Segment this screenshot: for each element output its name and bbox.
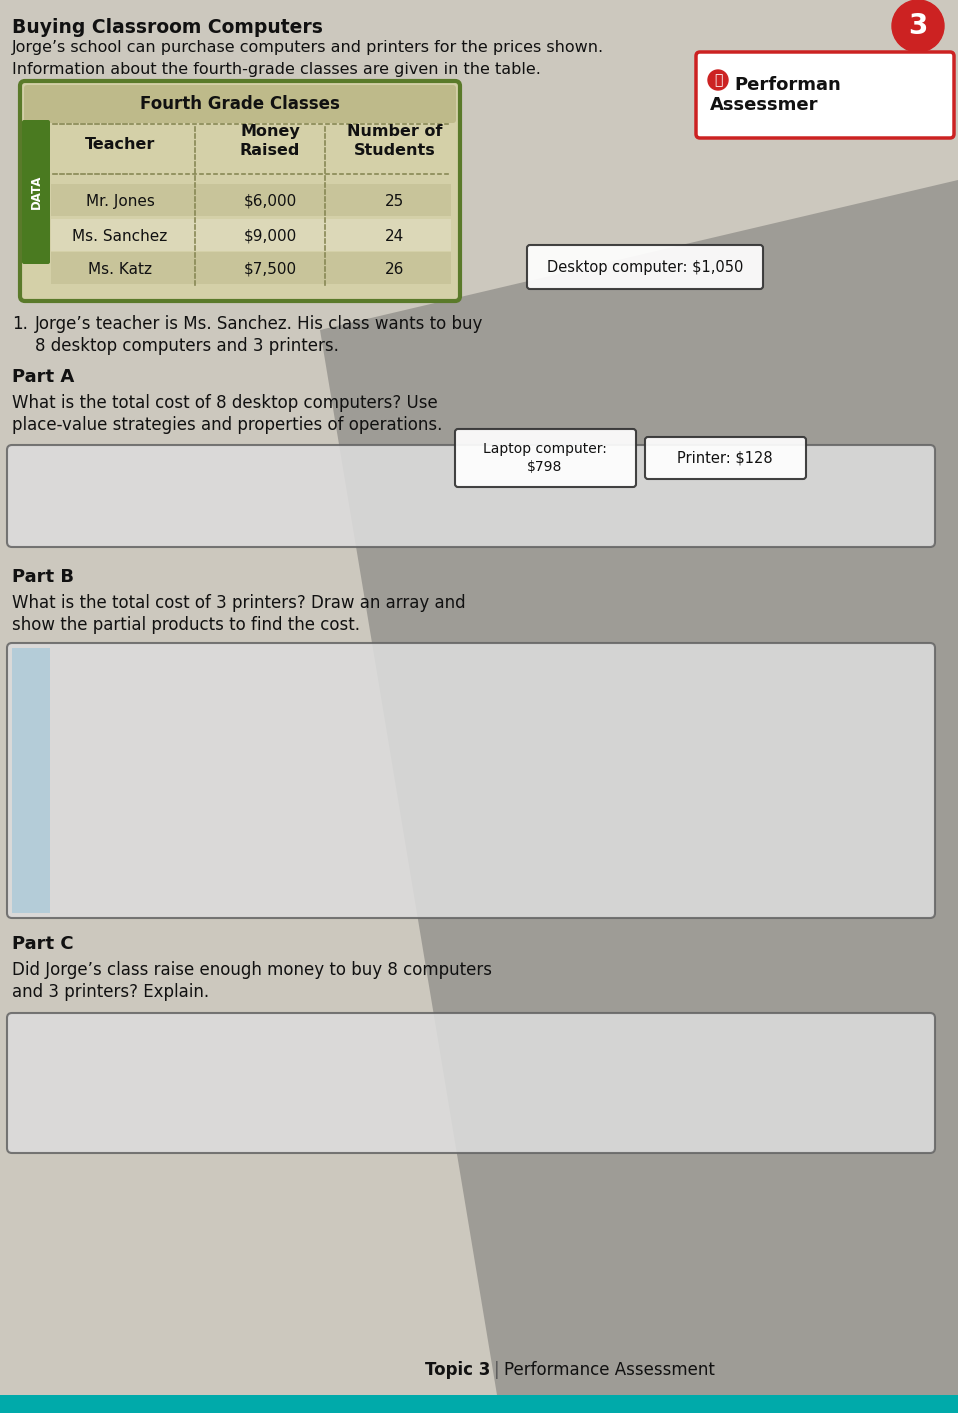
Text: 24: 24 [385,229,404,243]
FancyBboxPatch shape [645,437,806,479]
FancyBboxPatch shape [7,1013,935,1153]
Text: DATA: DATA [30,175,42,209]
Text: Performan: Performan [734,76,841,95]
Text: Part B: Part B [12,568,74,586]
Text: Mr. Jones: Mr. Jones [85,194,154,209]
Text: $6,000: $6,000 [243,194,297,209]
FancyBboxPatch shape [527,244,763,290]
Text: |: | [494,1361,500,1379]
FancyBboxPatch shape [24,85,456,123]
FancyBboxPatch shape [20,81,460,301]
Text: $7,500: $7,500 [243,261,297,277]
Text: Performance Assessment: Performance Assessment [504,1361,715,1379]
Text: Information about the fourth-grade classes are given in the table.: Information about the fourth-grade class… [12,62,541,76]
Text: 25: 25 [385,194,404,209]
Text: Assessmer: Assessmer [710,96,818,114]
Text: Jorge’s teacher is Ms. Sanchez. His class wants to buy: Jorge’s teacher is Ms. Sanchez. His clas… [35,315,484,333]
Text: $9,000: $9,000 [243,229,297,243]
Text: Printer: $128: Printer: $128 [677,451,773,465]
Polygon shape [320,179,958,1413]
Text: Ms. Katz: Ms. Katz [88,261,152,277]
Bar [12,649,50,913]
Text: Part C: Part C [12,935,74,952]
Text: What is the total cost of 3 printers? Draw an array and: What is the total cost of 3 printers? Dr… [12,593,466,612]
Text: place-value strategies and properties of operations.: place-value strategies and properties of… [12,415,443,434]
Text: Ⓞ: Ⓞ [714,73,722,88]
FancyBboxPatch shape [7,643,935,918]
Text: Ms. Sanchez: Ms. Sanchez [73,229,168,243]
Circle shape [892,0,944,52]
Text: Teacher: Teacher [85,137,155,151]
Text: Buying Classroom Computers: Buying Classroom Computers [12,18,323,37]
Text: and 3 printers? Explain.: and 3 printers? Explain. [12,983,209,1000]
Text: 3: 3 [908,11,927,40]
Circle shape [708,71,728,90]
Text: Laptop computer:
$798: Laptop computer: $798 [483,442,607,475]
Text: Fourth Grade Classes: Fourth Grade Classes [140,95,340,113]
Text: Did Jorge’s class raise enough money to buy 8 computers: Did Jorge’s class raise enough money to … [12,961,492,979]
Text: Desktop computer: $1,050: Desktop computer: $1,050 [547,260,743,274]
Text: Jorge’s school can purchase computers and printers for the prices shown.: Jorge’s school can purchase computers an… [12,40,604,55]
Bar [51,252,451,284]
Text: 26: 26 [385,261,404,277]
FancyBboxPatch shape [22,120,50,264]
Text: 1.: 1. [12,315,28,333]
Text: Number of
Students: Number of Students [347,124,443,158]
Bar [51,184,451,216]
Text: show the partial products to find the cost.: show the partial products to find the co… [12,616,360,634]
FancyBboxPatch shape [7,445,935,547]
Text: Money
Raised: Money Raised [240,124,300,158]
Bar [51,219,451,252]
Text: What is the total cost of 8 desktop computers? Use: What is the total cost of 8 desktop comp… [12,394,438,413]
Bar [0,1395,958,1413]
Text: 8 desktop computers and 3 printers.: 8 desktop computers and 3 printers. [35,336,339,355]
Text: Part A: Part A [12,367,75,386]
Text: Topic 3: Topic 3 [424,1361,490,1379]
FancyBboxPatch shape [696,52,954,138]
FancyBboxPatch shape [455,430,636,487]
